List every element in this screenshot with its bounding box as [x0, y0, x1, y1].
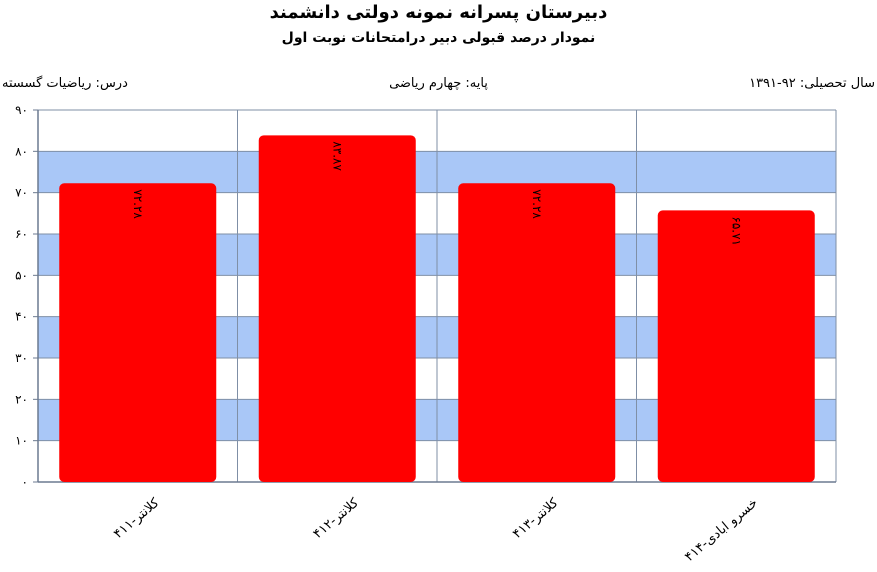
- y-tick-label: ۸۰: [15, 144, 28, 158]
- y-tick-label: ۵۰: [15, 268, 28, 282]
- bar-value-label: ۷۲.۲۸: [131, 189, 145, 219]
- y-tick-label: ۰: [22, 475, 28, 489]
- y-tick-label: ۶۰: [15, 227, 28, 241]
- x-tick-label: کلانتر-۴۱۳: [510, 495, 562, 542]
- bar-value-label: ۸۳.۸۷: [330, 141, 344, 171]
- x-tick-label: خسرو ابادی-۴۱۴: [682, 496, 761, 565]
- y-tick-label: ۹۰: [15, 103, 28, 117]
- x-tick-label: کلانتر-۴۱۱: [111, 495, 163, 542]
- x-tick-label: کلانتر-۴۱۲: [311, 495, 363, 542]
- bar: [657, 210, 815, 482]
- grade-label: پایه: چهارم ریاضی: [389, 76, 488, 91]
- y-tick-label: ۱۰: [15, 434, 28, 448]
- school-year-label: سال تحصیلی: ۹۲-۱۳۹۱: [749, 76, 875, 91]
- chart-subtitle: نمودار درصد قبولی دبیر درامتحانات نوبت ا…: [281, 30, 596, 46]
- bar-value-label: ۷۲.۲۸: [530, 189, 544, 219]
- y-tick-label: ۷۰: [15, 186, 28, 200]
- y-tick-label: ۳۰: [15, 351, 28, 365]
- bar: [258, 135, 416, 482]
- bar: [59, 183, 217, 482]
- y-tick-label: ۴۰: [15, 310, 28, 324]
- y-tick-label: ۲۰: [15, 392, 28, 406]
- bar-value-label: ۶۵.۷۱: [729, 216, 743, 246]
- bar: [458, 183, 616, 482]
- chart-title: دبیرستان پسرانه نمونه دولتی دانشمند: [269, 2, 608, 23]
- subject-label: درس: ریاضیات گسسته: [2, 76, 128, 91]
